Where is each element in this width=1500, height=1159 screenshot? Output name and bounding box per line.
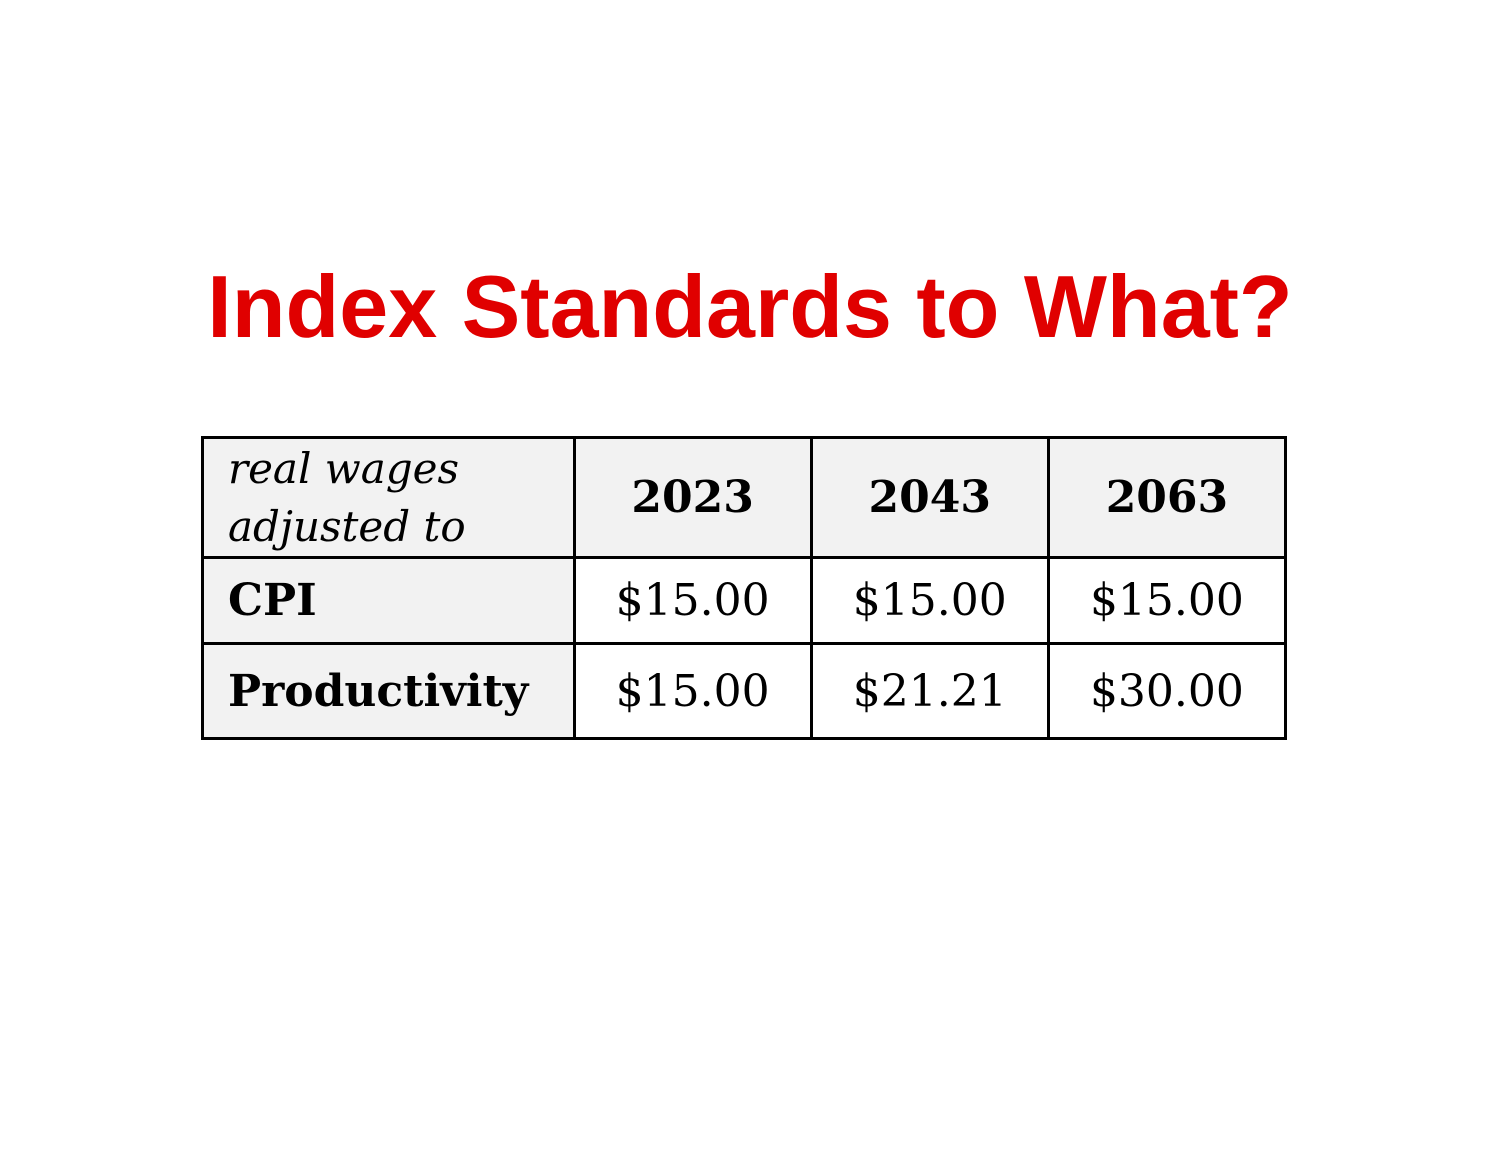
row-label-cpi: CPI <box>201 556 576 645</box>
cpi-value-2023: $15.00 <box>572 556 813 645</box>
productivity-value-2023: $15.00 <box>572 642 813 740</box>
corner-cell: real wages adjusted to <box>201 436 576 559</box>
table-row-productivity: Productivity $15.00 $21.21 $30.00 <box>201 642 1288 740</box>
cpi-value-2063: $15.00 <box>1046 556 1288 645</box>
column-header-2063: 2063 <box>1046 436 1288 559</box>
row-label-productivity: Productivity <box>201 642 576 740</box>
corner-label-line-2: adjusted to <box>228 501 466 551</box>
page-title: Index Standards to What? <box>207 257 1293 356</box>
row-label-text: Productivity <box>228 665 529 717</box>
table-header-row: real wages adjusted to 2023 2043 2063 <box>201 436 1288 559</box>
table-row-cpi: CPI $15.00 $15.00 $15.00 <box>201 556 1288 645</box>
productivity-value-2043: $21.21 <box>809 642 1050 740</box>
column-header-2043: 2043 <box>809 436 1050 559</box>
cpi-value-2043: $15.00 <box>809 556 1050 645</box>
corner-label-line-1: real wages <box>228 443 460 493</box>
row-label-text: CPI <box>228 575 317 626</box>
productivity-value-2063: $30.00 <box>1046 642 1288 740</box>
column-header-2023: 2023 <box>572 436 813 559</box>
wages-table: real wages adjusted to 2023 2043 2063 CP… <box>201 436 1288 740</box>
